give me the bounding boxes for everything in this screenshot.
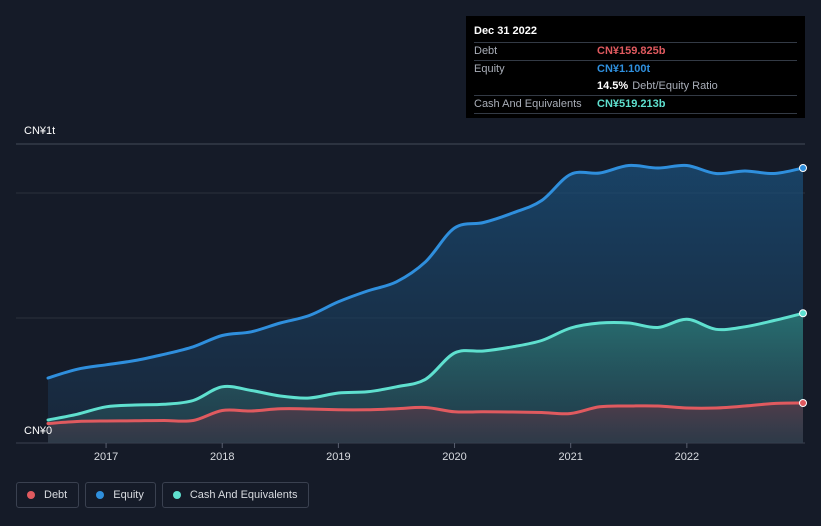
cash-dot-icon bbox=[172, 491, 181, 499]
equity-end-marker bbox=[799, 164, 807, 172]
line-layer bbox=[46, 163, 807, 425]
debt-dot-icon bbox=[27, 491, 35, 499]
tooltip-ratio-value: 14.5% bbox=[597, 80, 629, 92]
equity-line bbox=[46, 163, 805, 380]
debt-end-marker bbox=[799, 399, 807, 407]
debt-area bbox=[48, 403, 803, 443]
equity-dot-icon bbox=[96, 491, 105, 499]
x-axis: 2017 2018 2019 2020 2021 2022 bbox=[94, 443, 699, 463]
y-tick-label-bottom: CN¥0 bbox=[24, 425, 53, 437]
tooltip-row-equity: Equity CN¥1.100t bbox=[474, 60, 797, 78]
tooltip-row-cash: Cash And Equivalents CN¥519.213b bbox=[474, 95, 797, 114]
tooltip-cash-value: CN¥519.213b bbox=[597, 98, 666, 110]
cash-line bbox=[46, 311, 805, 422]
legend-item-cash[interactable]: Cash And Equivalents bbox=[161, 482, 310, 508]
legend: Debt Equity Cash And Equivalents bbox=[16, 482, 310, 508]
legend-cash-label: Cash And Equivalents bbox=[189, 489, 298, 501]
tooltip-row-ratio: 14.5% Debt/Equity Ratio bbox=[474, 78, 797, 95]
tooltip-equity-value: CN¥1.100t bbox=[597, 63, 651, 75]
y-tick-label-top: CN¥1t bbox=[24, 125, 56, 137]
tooltip-cash-label: Cash And Equivalents bbox=[474, 98, 582, 110]
legend-item-equity[interactable]: Equity bbox=[85, 482, 156, 508]
x-tick-label: 2020 bbox=[442, 451, 466, 463]
x-tick-label: 2018 bbox=[210, 451, 234, 463]
tooltip-debt-value: CN¥159.825b bbox=[597, 45, 666, 57]
tooltip-debt-label: Debt bbox=[474, 45, 498, 57]
tooltip-ratio-label: Debt/Equity Ratio bbox=[632, 80, 718, 92]
legend-item-debt[interactable]: Debt bbox=[16, 482, 80, 508]
tooltip-equity-label: Equity bbox=[474, 63, 505, 75]
tooltip-row-debt: Debt CN¥159.825b bbox=[474, 42, 797, 60]
legend-equity-label: Equity bbox=[113, 489, 144, 501]
area-layer bbox=[48, 165, 803, 443]
debt-line bbox=[46, 401, 805, 425]
x-tick-label: 2019 bbox=[326, 451, 350, 463]
tooltip-panel: Dec 31 2022 Debt CN¥159.825b Equity CN¥1… bbox=[466, 16, 805, 118]
tooltip-date: Dec 31 2022 bbox=[474, 25, 537, 37]
cash-end-marker bbox=[799, 309, 807, 318]
x-tick-label: 2021 bbox=[558, 451, 582, 463]
x-tick-label: 2022 bbox=[675, 451, 699, 463]
x-tick-label: 2017 bbox=[94, 451, 118, 463]
legend-debt-label: Debt bbox=[44, 489, 68, 501]
